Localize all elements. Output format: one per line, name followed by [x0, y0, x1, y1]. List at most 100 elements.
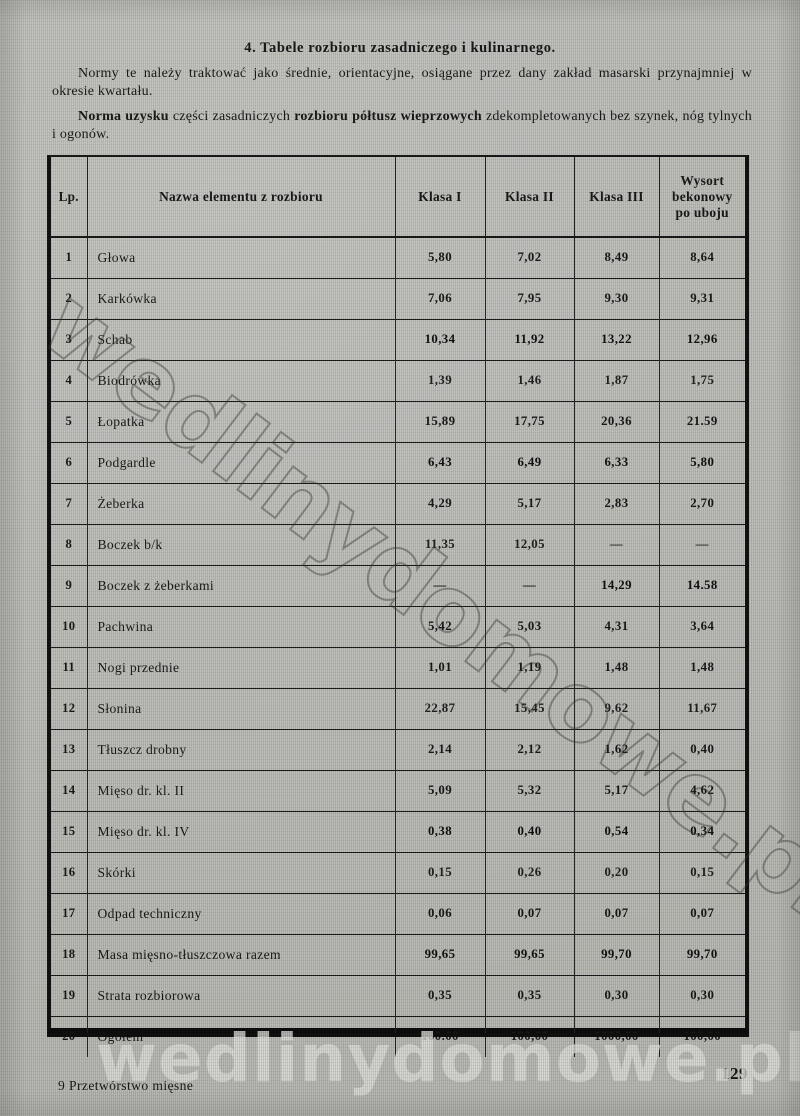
table-row: 7 Żeberka 4,29 5,17 2,83 2,70	[51, 482, 745, 524]
cell-wysort: 21.59	[658, 400, 745, 442]
cell-klasa-1: 1,01	[394, 646, 485, 688]
table-row: 17 Odpad techniczny 0,06 0,07 0,07 0,07	[51, 892, 745, 934]
table-row: 3 Schab 10,34 11,92 13,22 12,96	[51, 318, 745, 360]
norm-paragraph: Norma uzysku części zasadniczych rozbior…	[52, 108, 752, 143]
cell-klasa-2: 99,65	[484, 933, 574, 975]
cell-wysort: —	[658, 523, 745, 565]
column-header-klasa-2: Klasa II	[484, 157, 574, 238]
cell-klasa-3: 8,49	[573, 237, 659, 278]
cell-klasa-1: 22,87	[394, 687, 485, 729]
cell-name: Mięso dr. kl. IV	[86, 810, 395, 852]
cell-klasa-2: 7,95	[484, 277, 574, 319]
cell-name: Tłuszcz drobny	[86, 728, 395, 770]
cell-klasa-2: 0,26	[484, 851, 574, 893]
cell-wysort: 12,96	[658, 318, 745, 360]
table-header: Lp. Nazwa elementu z rozbioru Klasa I Kl…	[51, 157, 745, 238]
cell-klasa-3: 5,17	[573, 769, 659, 811]
cell-lp: 17	[51, 892, 87, 934]
cell-klasa-2: 7,02	[484, 237, 574, 278]
table-row: 12 Słonina 22,87 15,45 9,62 11,67	[51, 687, 745, 729]
cell-wysort: 99,70	[658, 933, 745, 975]
cell-name: Biodrówka	[86, 359, 395, 401]
cell-lp: 13	[51, 728, 87, 770]
table-row: 14 Mięso dr. kl. II 5,09 5,32 5,17 4,62	[51, 769, 745, 811]
cell-klasa-1: 4,29	[394, 482, 485, 524]
cell-lp: 2	[51, 277, 87, 319]
cell-klasa-2: 1,19	[484, 646, 574, 688]
table: Lp. Nazwa elementu z rozbioru Klasa I Kl…	[51, 157, 745, 1057]
table-header-row: Lp. Nazwa elementu z rozbioru Klasa I Kl…	[51, 157, 745, 238]
cell-wysort: 0,15	[658, 851, 745, 893]
cell-name: Głowa	[86, 237, 395, 278]
cell-wysort: 0,40	[658, 728, 745, 770]
cell-klasa-3: 1,48	[573, 646, 659, 688]
intro-paragraph-text: Normy te należy traktować jako średnie, …	[52, 66, 752, 99]
cell-klasa-2: 5,32	[484, 769, 574, 811]
cell-name: Boczek z żeberkami	[86, 564, 395, 606]
cell-klasa-1: —	[394, 564, 485, 606]
cell-lp: 8	[51, 523, 87, 565]
table-row: 8 Boczek b/k 11,35 12,05— —	[51, 523, 745, 565]
cell-lp: 1	[65, 250, 73, 265]
table-body: 1 Głowa 5,80 7,02 8,49 8,64 2 Karkówka 7,06 7,95 9…	[51, 237, 745, 1057]
cell-klasa-2: 12,05	[484, 523, 574, 565]
column-header-wysort: Wysort bekonowy po uboju	[658, 157, 745, 238]
table-row: 11 Nogi przednie 1,01 1,19 1,48 1,48	[51, 646, 745, 688]
cell-klasa-2: 5,17	[484, 482, 574, 524]
cell-klasa-3: 9,30	[573, 277, 659, 319]
cell-klasa-2: 5,03	[484, 605, 574, 647]
cell-lp: 10	[51, 605, 87, 647]
cell-klasa-1: 0,15	[394, 851, 485, 893]
cell-klasa-3: 1,62	[573, 728, 659, 770]
cell-klasa-1: 5,42	[394, 605, 485, 647]
norm-paragraph-text-1: części zasadniczych	[168, 109, 295, 124]
cell-wysort: 0,34	[658, 810, 745, 852]
cell-wysort: 5,80	[658, 441, 745, 483]
cell-klasa-2: —	[484, 564, 574, 606]
cell-klasa-2: 6,49	[484, 441, 574, 483]
cell-klasa-3: 1,87	[573, 359, 659, 401]
cell-klasa-2: 0,35	[484, 974, 574, 1016]
table-row: 15 Mięso dr. kl. IV 0,38 0,40 0,54 0,34	[51, 810, 745, 852]
cell-klasa-3: 14,29	[573, 564, 659, 606]
cell-klasa-1: 5,09	[394, 769, 485, 811]
cell-name: Łopatka	[86, 400, 395, 442]
cell-klasa-3: 6,33	[573, 441, 659, 483]
norm-paragraph-bold-1: Norma uzysku	[78, 109, 169, 124]
wysort-line-2: bekonowy	[672, 188, 733, 204]
running-title: 9 Przetwórstwo mięsne	[58, 1078, 194, 1093]
cell-wysort: 3,64	[658, 605, 745, 647]
cell-klasa-2: 2,12	[484, 728, 574, 770]
cell-klasa-1: 0,06	[394, 892, 485, 934]
cell-klasa-2: 1,46	[484, 359, 574, 401]
cell-klasa-3: 13,22	[573, 318, 659, 360]
column-header-name: Nazwa elementu z rozbioru	[86, 157, 395, 238]
cell-klasa-3: 0,07	[573, 892, 659, 934]
cell-klasa-1: 5,80	[394, 237, 485, 278]
table-row: 1 Głowa 5,80 7,02 8,49 8,64	[51, 237, 745, 278]
cell-klasa-1: 1,39	[394, 359, 485, 401]
cell-klasa-3: 0,30	[573, 974, 659, 1016]
cell-name: Mięso dr. kl. II	[86, 769, 395, 811]
table-row: 19 Strata rozbiorowa 0,35 0,35 0,30 0,30	[51, 974, 745, 1016]
cell-wysort: 0,30	[658, 974, 745, 1016]
cell-name: Masa mięsno-tłuszczowa razem	[86, 933, 395, 975]
column-header-klasa-3: Klasa III	[573, 157, 659, 238]
cell-lp: 11	[51, 646, 87, 688]
page-title: 4. Tabele rozbioru zasadniczego i kulina…	[244, 40, 556, 56]
cell-klasa-1: 11,35	[394, 523, 485, 565]
cell-klasa-3: 4,31	[573, 605, 659, 647]
cell-name: Słonina	[86, 687, 395, 729]
wysort-line-1: Wysort	[680, 172, 725, 188]
intro-paragraph: Normy te należy traktować jako średnie, …	[52, 65, 752, 100]
cell-lp: 9	[51, 564, 87, 606]
cell-name: Żeberka	[86, 482, 395, 524]
cell-klasa-1: 0,38	[394, 810, 485, 852]
cell-lp: 4	[51, 359, 87, 401]
cell-name: Skórki	[86, 851, 395, 893]
cell-lp: 19	[51, 974, 87, 1016]
cell-klasa-1: 2,14	[394, 728, 485, 770]
cell-name: Podgardle	[86, 441, 395, 483]
cell-klasa-3: 2,83	[573, 482, 659, 524]
cell-wysort: 11,67	[658, 687, 745, 729]
